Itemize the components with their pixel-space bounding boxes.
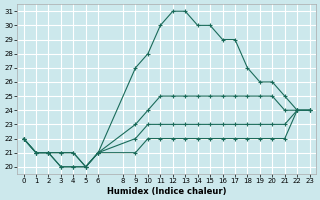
X-axis label: Humidex (Indice chaleur): Humidex (Indice chaleur) — [107, 187, 226, 196]
